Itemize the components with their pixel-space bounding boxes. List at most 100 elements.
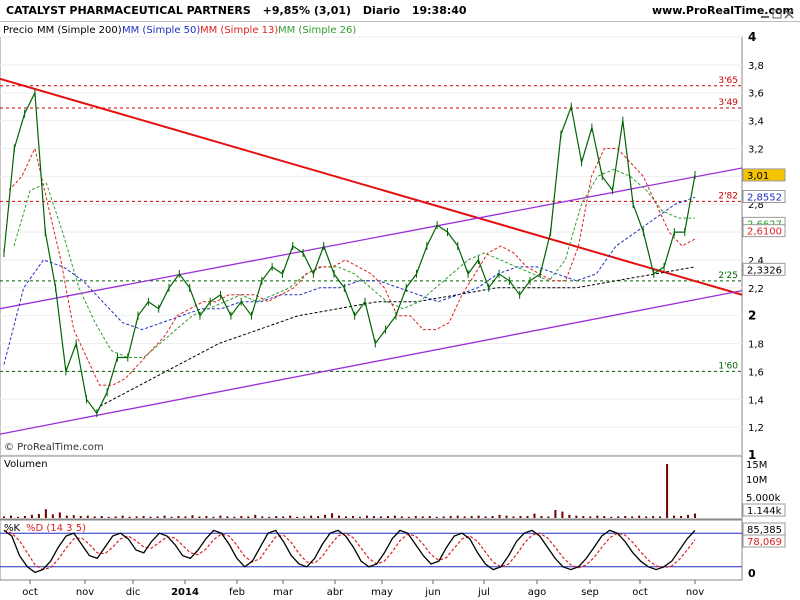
clock-time: 19:38:40 <box>411 4 467 17</box>
volume-bar <box>414 516 417 518</box>
volume-bar <box>631 516 634 518</box>
y-tick-label: 1,6 <box>748 367 764 378</box>
volume-bar <box>386 516 389 518</box>
volume-bar <box>282 516 285 518</box>
volume-bar <box>603 516 606 518</box>
x-tick-label: abr <box>327 587 344 598</box>
price-tag-box <box>742 190 786 204</box>
volume-bar <box>484 516 487 518</box>
volume-bar <box>645 516 648 518</box>
volume-bar <box>331 513 334 518</box>
level-label: 2'82 <box>718 191 738 201</box>
stoch-d-title: %D (14 3 5) <box>26 523 86 534</box>
volume-bar <box>428 516 431 518</box>
price-y-axis: 11,21,41,61,822,22,42,62,833,23,43,63,84 <box>748 30 764 462</box>
volume-bar <box>379 516 382 518</box>
y-tick-label: 2,8 <box>748 200 764 211</box>
volume-bar <box>470 516 473 518</box>
volume-bar <box>128 516 131 518</box>
volume-bar <box>554 510 557 518</box>
volume-bar <box>659 516 662 518</box>
x-tick-label: ago <box>528 587 547 598</box>
y-tick-label: 2,2 <box>748 284 764 295</box>
volume-bar <box>65 515 68 518</box>
price-series <box>3 88 696 418</box>
mm200-line <box>99 266 696 407</box>
x-tick-label: nov <box>686 587 704 598</box>
minimize-icon[interactable] <box>760 4 770 18</box>
price-tag-label: 3,01 <box>747 171 769 182</box>
legend-mm13: MM (Simple 13) <box>200 25 278 36</box>
volume-bar <box>351 516 354 518</box>
volume-bar <box>393 515 396 518</box>
volume-bar <box>456 515 459 518</box>
volume-bar <box>198 516 201 518</box>
stoch-d-line <box>3 529 696 571</box>
price-tag-label: 2,3326 <box>747 265 782 276</box>
volume-bar <box>247 516 250 518</box>
price-line <box>3 90 696 415</box>
volume-bar <box>303 516 306 518</box>
volume-bar <box>205 516 208 518</box>
volume-bar <box>617 516 620 518</box>
volume-bar <box>589 516 592 518</box>
volume-bar <box>526 516 529 518</box>
watermark: © ProRealTime.com <box>4 442 104 453</box>
close-icon[interactable] <box>784 4 794 19</box>
volume-bar <box>254 514 257 518</box>
volume-title: Volumen <box>4 459 48 470</box>
volume-bar <box>372 516 375 518</box>
maximize-icon[interactable] <box>772 4 782 19</box>
volume-bar <box>289 515 292 518</box>
volume-bar <box>79 516 82 518</box>
volume-bar <box>652 516 655 518</box>
volume-bar <box>156 516 159 518</box>
volume-bar <box>547 516 550 518</box>
price-tag-box <box>742 262 786 276</box>
y-tick-label: 2 <box>748 309 756 323</box>
stoch-d-tag <box>742 534 786 548</box>
volume-bar <box>191 515 194 518</box>
volume-bar <box>491 516 494 518</box>
site-url[interactable]: www.ProRealTime.com <box>651 4 794 17</box>
x-tick-label: sep <box>581 587 599 598</box>
y-tick-label: 1,2 <box>748 423 764 434</box>
price-tag-label: 2,6100 <box>747 227 782 238</box>
volume-bar <box>400 516 403 518</box>
stoch-tick-0: 0 <box>748 567 756 580</box>
stoch-k-value: 85,385 <box>747 525 782 536</box>
vol-tick-10m: 10M <box>746 475 767 486</box>
x-tick-label: feb <box>229 587 245 598</box>
price-tag-box <box>742 168 786 182</box>
volume-bar <box>498 514 501 518</box>
price-panel-frame <box>0 36 743 456</box>
volume-bar <box>9 515 12 518</box>
vol-last-tag <box>742 503 786 517</box>
x-tick-label: jun <box>424 587 440 598</box>
volume-bar <box>358 516 361 518</box>
volume-bar <box>100 516 103 518</box>
volume-bar <box>93 516 96 518</box>
volume-bar <box>121 515 124 518</box>
y-tick-label: 1,4 <box>748 395 764 406</box>
volume-bar <box>477 515 480 518</box>
x-tick-label: oct <box>22 587 38 598</box>
indicator-legend: Precio MM (Simple 200) MM (Simple 50) MM… <box>0 22 356 36</box>
price-tag-box <box>742 224 786 238</box>
y-tick-label: 3,4 <box>748 117 764 128</box>
volume-bar <box>582 516 585 518</box>
volume-bar <box>86 515 89 518</box>
x-tick-label: dic <box>126 587 141 598</box>
volume-bar <box>72 515 75 518</box>
volume-bar <box>23 516 26 518</box>
volume-bar <box>435 516 438 518</box>
level-label: 2'25 <box>718 271 738 281</box>
volume-bar <box>365 515 368 518</box>
volume-bar <box>149 516 152 518</box>
stoch-k-title: %K <box>4 523 21 534</box>
vol-tick-5m: 5.000k <box>746 493 781 504</box>
volume-bar <box>666 464 669 518</box>
volume-bars <box>3 464 696 518</box>
